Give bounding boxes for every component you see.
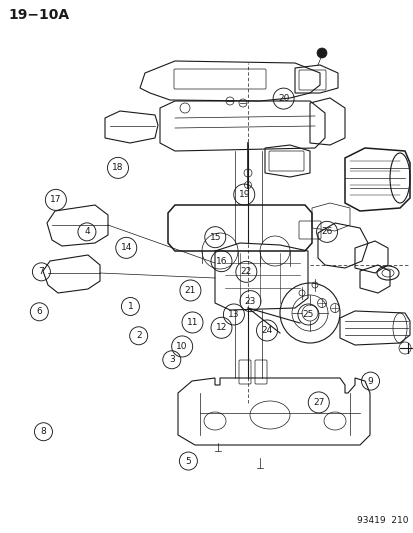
- Text: 11: 11: [186, 318, 198, 327]
- Text: 24: 24: [261, 326, 272, 335]
- Text: 22: 22: [240, 268, 252, 276]
- Text: 27: 27: [312, 398, 324, 407]
- Text: 23: 23: [244, 297, 256, 305]
- Text: 4: 4: [84, 228, 90, 236]
- Text: 20: 20: [277, 94, 289, 103]
- Text: 1: 1: [127, 302, 133, 311]
- Text: 19: 19: [238, 190, 249, 199]
- Text: 26: 26: [320, 228, 332, 236]
- Text: 18: 18: [112, 164, 123, 172]
- Text: 8: 8: [40, 427, 46, 436]
- Text: 6: 6: [36, 308, 42, 316]
- Text: 10: 10: [176, 342, 188, 351]
- Text: 13: 13: [228, 310, 239, 319]
- Text: 2: 2: [135, 332, 141, 340]
- Text: 12: 12: [215, 324, 227, 332]
- Text: 9: 9: [367, 377, 373, 385]
- Text: 25: 25: [302, 310, 313, 319]
- Text: 5: 5: [185, 457, 191, 465]
- Text: 93419  210: 93419 210: [357, 516, 408, 525]
- Text: 7: 7: [38, 268, 44, 276]
- Text: 21: 21: [184, 286, 196, 295]
- Text: 17: 17: [50, 196, 62, 204]
- Text: 3: 3: [169, 356, 174, 364]
- Text: 15: 15: [209, 233, 221, 241]
- Text: 16: 16: [215, 257, 227, 265]
- Text: 19−10A: 19−10A: [8, 8, 69, 22]
- Text: 14: 14: [120, 244, 132, 252]
- Circle shape: [316, 48, 326, 58]
